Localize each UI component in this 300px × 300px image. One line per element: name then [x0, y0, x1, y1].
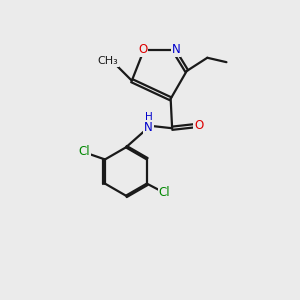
Text: O: O [194, 119, 203, 132]
Text: N: N [172, 43, 180, 56]
Text: CH₃: CH₃ [97, 56, 118, 66]
Text: Cl: Cl [159, 186, 170, 199]
Text: H: H [145, 112, 152, 122]
Text: O: O [138, 43, 147, 56]
Text: N: N [144, 121, 153, 134]
Text: Cl: Cl [79, 145, 90, 158]
